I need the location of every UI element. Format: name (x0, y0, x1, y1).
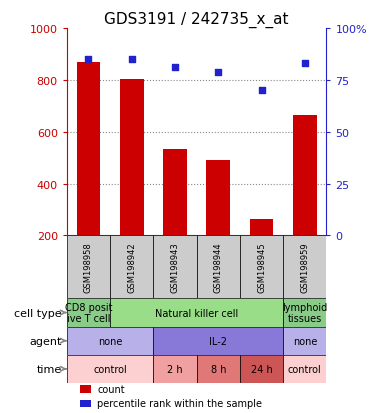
Text: CD8 posit
ive T cell: CD8 posit ive T cell (65, 302, 112, 323)
Bar (197, 236, 240, 299)
Text: GSM198958: GSM198958 (84, 242, 93, 293)
Text: GSM198942: GSM198942 (127, 242, 136, 292)
Bar (80, 385, 91, 393)
Text: GSM198944: GSM198944 (214, 242, 223, 292)
Bar (163, 149, 187, 236)
Bar (67, 327, 153, 355)
Point (215, 69, 221, 76)
Point (302, 61, 308, 67)
Bar (110, 299, 283, 327)
Bar (293, 116, 317, 236)
Point (129, 57, 135, 63)
Text: none: none (293, 336, 317, 346)
Bar (76, 62, 100, 236)
Text: lymphoid
tissues: lymphoid tissues (282, 302, 328, 323)
Text: agent: agent (29, 336, 62, 346)
Bar (283, 355, 326, 383)
Bar (110, 236, 153, 299)
Bar (67, 236, 110, 299)
Text: IL-2: IL-2 (209, 336, 227, 346)
Bar (67, 355, 153, 383)
Bar (153, 236, 197, 299)
Text: Natural killer cell: Natural killer cell (155, 308, 238, 318)
Text: 8 h: 8 h (210, 364, 226, 374)
Bar (197, 355, 240, 383)
Text: 2 h: 2 h (167, 364, 183, 374)
Text: time: time (36, 364, 62, 374)
Text: cell type: cell type (14, 308, 62, 318)
Text: GSM198943: GSM198943 (171, 242, 180, 293)
Text: none: none (98, 336, 122, 346)
Bar (80, 399, 91, 407)
Text: GSM198959: GSM198959 (301, 242, 309, 292)
Bar (206, 161, 230, 236)
Bar (240, 236, 283, 299)
Bar (120, 79, 144, 236)
Bar (153, 355, 197, 383)
Text: control: control (93, 364, 127, 374)
Text: 24 h: 24 h (251, 364, 272, 374)
Bar (283, 327, 326, 355)
Bar (240, 355, 283, 383)
Bar (283, 236, 326, 299)
Title: GDS3191 / 242735_x_at: GDS3191 / 242735_x_at (104, 12, 289, 28)
Bar (67, 299, 110, 327)
Bar (153, 327, 283, 355)
Point (259, 88, 265, 94)
Point (85, 57, 91, 63)
Bar (250, 220, 273, 236)
Text: count: count (97, 384, 125, 394)
Text: control: control (288, 364, 322, 374)
Text: GSM198945: GSM198945 (257, 242, 266, 292)
Text: percentile rank within the sample: percentile rank within the sample (97, 398, 262, 408)
Bar (283, 299, 326, 327)
Point (172, 65, 178, 71)
